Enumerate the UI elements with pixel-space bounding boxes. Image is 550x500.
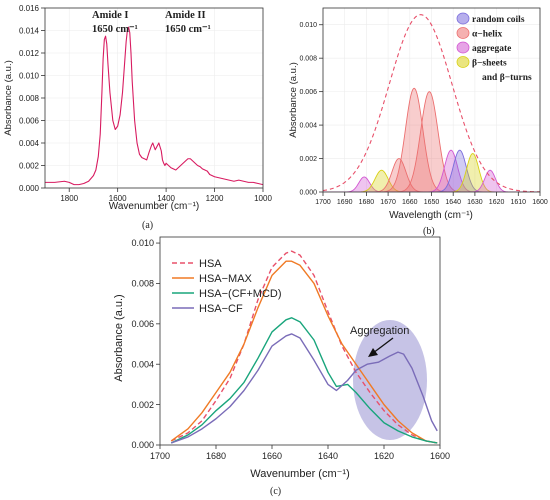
- panel-c-legend-label: HSA−(CF+MCD): [199, 288, 282, 300]
- panel-b-component-band: [323, 176, 540, 192]
- panel-c-xtick-label: 1660: [262, 451, 282, 461]
- panel-a-ytick-label: 0.016: [19, 4, 40, 13]
- panel-a-xtick-label: 1000: [254, 194, 272, 203]
- panel-b-legend-swatch: [456, 12, 470, 25]
- panel-c-legend-label: HSA−MAX: [199, 273, 253, 285]
- panel-a-ylabel: Absorbance (a.u.): [3, 60, 14, 136]
- panel-b-legend-label: α−helix: [472, 30, 502, 40]
- panel-a-xtick-label: 1800: [60, 194, 78, 203]
- panel-c-ylabel: Absorbance (a.u.): [113, 294, 125, 381]
- panel-b-legend: random coils α−helix aggregate β−sheets and …: [456, 12, 532, 83]
- panel-b-xtick-label: 1650: [424, 199, 440, 206]
- aggregation-arrow: [372, 337, 394, 354]
- panel-b-xtick-label: 1640: [445, 199, 461, 206]
- panel-a-caption: (a): [142, 220, 153, 231]
- panel-b-xtick-label: 1610: [511, 199, 527, 206]
- panel-a-ytick-label: 0.008: [19, 94, 40, 103]
- panel-c: 1700 1680 1660 1640 1620 1600 0.000 0.002 0.004 0…: [113, 236, 450, 497]
- panel-a-xtick-label: 1600: [109, 194, 127, 203]
- panel-b-ytick-label: 0.008: [299, 56, 317, 63]
- panel-c-axes: 1700 1680 1660 1640 1620 1600 0.000 0.002 0.004 0…: [131, 238, 450, 461]
- panel-b-xtick-label: 1690: [337, 199, 353, 206]
- panel-a-ytick-label: 0.004: [19, 139, 40, 148]
- panel-a-ytick-label: 0.014: [19, 26, 40, 35]
- panel-b-xtick-label: 1680: [359, 199, 375, 206]
- panel-b-xtick-label: 1660: [402, 199, 418, 206]
- panel-c-series-line: [170, 260, 438, 444]
- panel-b-legend-label: β−sheets: [472, 59, 507, 69]
- panel-a-xtick-label: 1400: [157, 194, 175, 203]
- panel-b-xtick-label: 1600: [532, 199, 548, 206]
- panel-a-ytick-label: 0.012: [19, 49, 40, 58]
- panel-c-caption: (c): [270, 486, 281, 497]
- panel-c-xtick-label: 1600: [430, 451, 450, 461]
- panel-b-xlabel: Wavelength (cm⁻¹): [389, 210, 473, 221]
- panel-c-ytick-label: 0.004: [131, 359, 154, 369]
- panel-a-xlabel: Wavenumber (cm⁻¹): [109, 201, 199, 212]
- panel-a-ytick-label: 0.006: [19, 116, 40, 125]
- panel-b-ytick-label: 0.004: [299, 123, 317, 130]
- panel-c-xtick-label: 1640: [318, 451, 338, 461]
- panel-b-ytick-label: 0.002: [299, 156, 317, 163]
- panel-c-series-line: [170, 250, 438, 444]
- panel-b-component-band: [323, 169, 540, 192]
- panel-b-legend-swatch: [456, 27, 470, 39]
- panel-c-legend-label: HSA: [199, 258, 222, 270]
- panel-a-axes: 1800 1600 1400 1200 1000 0.000 0.002 0.004 0.006…: [19, 4, 272, 203]
- panel-a-xtick-label: 1200: [206, 194, 224, 203]
- panel-b-legend-swatch: [456, 41, 470, 54]
- panel-b-xtick-label: 1630: [467, 199, 483, 206]
- panel-c-legend-label: HSA−CF: [199, 303, 243, 315]
- panel-b-caption: (b): [423, 226, 435, 237]
- panel-a-ytick-label: 0.002: [19, 161, 40, 170]
- panel-a-ytick-label: 0.010: [19, 71, 40, 80]
- panel-b-xtick-label: 1700: [315, 199, 331, 206]
- panel-b-envelope-line: [323, 14, 540, 192]
- panel-c-ytick-label: 0.000: [131, 440, 154, 450]
- panel-c-series-line: [170, 333, 438, 444]
- panel-c-xtick-label: 1620: [374, 451, 394, 461]
- panel-b-axes: 1700 1690 1680 1670 1660 1650 1640 1630 1620 1610…: [299, 22, 547, 206]
- amide-ii-label: Amide II: [165, 10, 206, 21]
- amide-ii-wavenumber: 1650 cm⁻¹: [165, 24, 211, 35]
- panel-b-component-band: [323, 91, 540, 192]
- panel-c-ytick-label: 0.002: [131, 400, 154, 410]
- panel-b-legend-label: random coils: [472, 15, 525, 25]
- panel-c-xtick-label: 1700: [150, 451, 170, 461]
- panel-b-legend-swatch: [456, 56, 470, 68]
- panel-c-series: [170, 250, 438, 444]
- aggregation-label: Aggregation: [350, 325, 409, 337]
- panel-b-component-band: [323, 87, 540, 192]
- panel-b-ylabel: Absorbance (a.u.): [288, 62, 299, 138]
- panel-b-component-band: [323, 149, 540, 192]
- panel-b-xtick-label: 1670: [380, 199, 396, 206]
- panel-c-ytick-label: 0.010: [131, 238, 154, 248]
- panel-b-ytick-label: 0.006: [299, 89, 317, 96]
- panel-b-ytick-label: 0.000: [299, 189, 317, 196]
- panel-c-legend: HSA HSA−MAX HSA−(CF+MCD) HSA−CF: [172, 258, 282, 315]
- amide-i-wavenumber: 1650 cm⁻¹: [92, 24, 138, 35]
- panel-c-frame: [159, 236, 441, 446]
- panel-c-ytick-label: 0.006: [131, 319, 154, 329]
- panel-b: 1700 1690 1680 1670 1660 1650 1640 1630 1620 1610…: [288, 7, 548, 237]
- panel-c-xtick-label: 1680: [206, 451, 226, 461]
- panel-b-xtick-label: 1620: [489, 199, 505, 206]
- panel-a-grid: [45, 7, 264, 189]
- panel-b-legend-label: and β−turns: [482, 73, 532, 83]
- panel-a-series-line: [45, 26, 263, 186]
- panel-b-legend-label: aggregate: [472, 44, 511, 54]
- panel-c-series-line: [170, 317, 438, 444]
- amide-i-label: Amide I: [92, 10, 128, 21]
- panel-b-ytick-label: 0.010: [299, 22, 317, 29]
- panel-a-ytick-label: 0.000: [19, 184, 40, 193]
- panel-a: 1800 1600 1400 1200 1000 0.000 0.002 0.004 0.006…: [3, 4, 272, 231]
- panel-a-series: [45, 26, 263, 186]
- aggregation-arrowhead: [368, 348, 378, 357]
- panel-b-series: [323, 14, 540, 192]
- panel-c-ytick-label: 0.008: [131, 279, 154, 289]
- panel-c-xlabel: Wavenumber (cm⁻¹): [250, 468, 350, 480]
